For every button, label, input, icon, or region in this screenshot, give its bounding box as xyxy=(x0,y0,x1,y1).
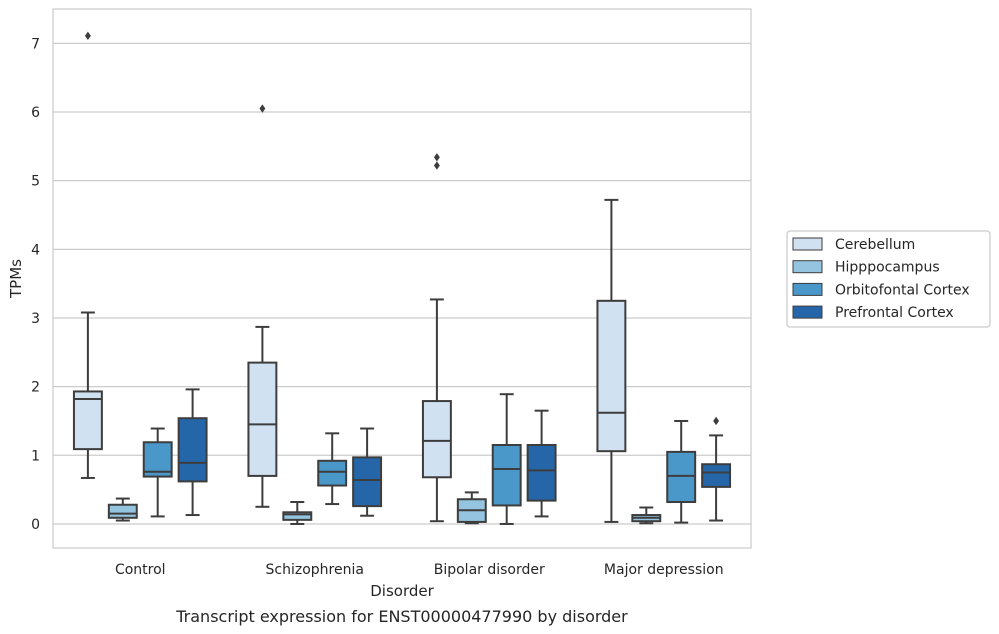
x-tick-label: Control xyxy=(115,562,166,578)
box-prefrontal-cortex xyxy=(177,388,208,517)
box-orbitofontal-cortex xyxy=(666,419,697,524)
box-body xyxy=(526,444,557,502)
box-orbitofontal-cortex xyxy=(142,427,173,518)
box-prefrontal-cortex xyxy=(526,409,557,518)
y-axis-ticks: 0 1 2 3 4 5 6 7 xyxy=(31,36,40,533)
box-body xyxy=(282,511,313,521)
x-axis-ticks: Control Schizophrenia Bipolar disorder Majo… xyxy=(115,562,724,578)
legend-label: Orbitofontal Cortex xyxy=(835,282,970,298)
y-tick-label: 3 xyxy=(31,311,40,327)
y-tick-label: 0 xyxy=(31,517,40,533)
box-cerebellum xyxy=(421,153,452,523)
legend-label: Cerebellum xyxy=(835,237,915,253)
legend-swatch xyxy=(792,282,823,296)
y-axis-label: TPMs xyxy=(7,259,25,299)
box-body xyxy=(107,503,138,519)
outlier-point xyxy=(433,161,440,170)
y-tick-label: 5 xyxy=(31,174,40,190)
box-prefrontal-cortex xyxy=(701,416,732,522)
box-prefrontal-cortex xyxy=(352,427,383,517)
box-body xyxy=(701,463,732,488)
y-tick-label: 7 xyxy=(31,36,40,52)
box-cerebellum xyxy=(247,104,278,508)
legend-swatch xyxy=(792,237,823,251)
legend: Cerebellum Hipppocampus Orbitofontal Corte… xyxy=(786,230,991,328)
legend-swatch xyxy=(792,260,823,274)
box-body xyxy=(317,459,348,487)
box-hipppocampus xyxy=(631,506,662,525)
box-orbitofontal-cortex xyxy=(317,432,348,506)
box-body xyxy=(72,390,103,451)
y-tick-label: 6 xyxy=(31,105,40,121)
chart-caption: Transcript expression for ENST0000047799… xyxy=(175,607,628,626)
legend-label: Prefrontal Cortex xyxy=(835,305,954,321)
box-body xyxy=(666,450,697,503)
box-cerebellum xyxy=(72,31,103,479)
outlier-point xyxy=(259,104,266,113)
box-hipppocampus xyxy=(282,500,313,525)
x-tick-label: Schizophrenia xyxy=(266,562,364,578)
box-body xyxy=(596,299,627,453)
box-body xyxy=(177,417,208,483)
x-tick-label: Bipolar disorder xyxy=(434,562,545,578)
box-body xyxy=(421,400,452,479)
y-tick-label: 2 xyxy=(31,380,40,396)
legend-label: Hipppocampus xyxy=(835,260,940,276)
x-tick-label: Major depression xyxy=(604,562,724,578)
box-groups xyxy=(72,31,732,525)
outlier-point xyxy=(433,153,440,162)
plot-area-frame xyxy=(52,8,752,549)
box-orbitofontal-cortex xyxy=(491,393,522,525)
y-tick-label: 1 xyxy=(31,448,40,464)
y-tick-label: 4 xyxy=(31,242,40,258)
outlier-point xyxy=(84,31,91,40)
outlier-point xyxy=(713,416,720,426)
box-body xyxy=(491,444,522,507)
x-axis-label: Disorder xyxy=(370,582,434,600)
box-hipppocampus xyxy=(456,491,487,525)
box-hipppocampus xyxy=(107,497,138,522)
box-body xyxy=(247,361,278,477)
legend-swatch xyxy=(792,305,823,319)
box-cerebellum xyxy=(596,198,627,523)
box-body xyxy=(352,456,383,508)
legend-frame xyxy=(786,230,991,328)
